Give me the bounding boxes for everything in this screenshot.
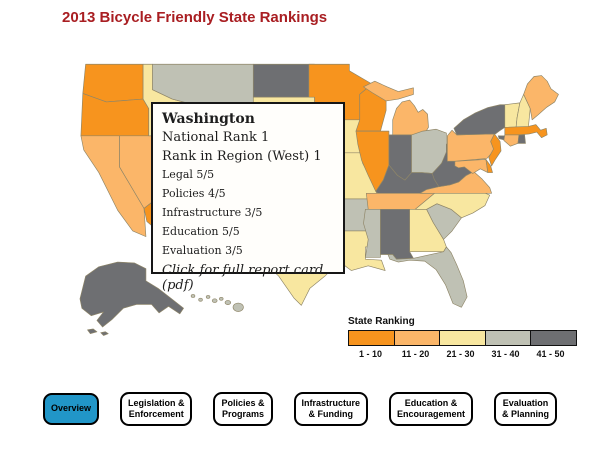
legend-label: 1 - 10 [358,349,382,359]
state-HI-island[interactable] [205,295,211,299]
state-ME[interactable] [523,75,559,121]
legend-swatch-11-20 [393,330,441,346]
state-info-tooltip: Washington National Rank 1 Rank in Regio… [151,102,345,293]
tooltip-score: Infrastructure 3/5 [162,206,263,219]
tooltip-score-list: Legal 5/5 Policies 4/5 Infrastructure 3/5 E… [162,168,335,257]
state-WA[interactable] [82,63,144,103]
legend-label: 11 - 20 [401,349,430,359]
legend-color-bar [348,330,577,346]
tooltip-region-rank: Rank in Region (West) 1 [162,149,322,164]
report-card-link[interactable]: Click for full report card (pdf) [162,263,324,293]
state-ND[interactable] [252,63,315,98]
page-title: 2013 Bicycle Friendly State Rankings [62,9,328,26]
state-DE[interactable] [485,159,493,173]
legend-swatch-21-30 [439,330,486,346]
nav-button-overview[interactable]: Overview [42,393,99,425]
state-HI-island[interactable] [219,296,224,301]
tooltip-score: Policies 4/5 [162,187,226,200]
legend-swatch-1-10 [348,330,395,346]
legend-label: 21 - 30 [446,349,475,359]
state-AK[interactable] [79,261,184,336]
legend-title: State Ranking [348,316,415,327]
nav-button-legislation[interactable]: Legislation & Enforcement [119,391,193,427]
nav-button-education[interactable]: Education & Encouragement [389,391,474,427]
legend-label: 31 - 40 [491,349,520,359]
state-HI-island[interactable] [224,300,232,305]
nav-button-infrastructure[interactable]: Infrastructure & Funding [293,391,369,427]
state-HI-island[interactable] [198,297,203,302]
nav-button-policies[interactable]: Policies & Programs [213,391,273,427]
state-NJ[interactable] [488,133,502,167]
state-HI-island[interactable] [232,302,244,312]
state-HI-island[interactable] [211,298,218,303]
state-CT[interactable] [503,134,520,147]
category-nav: Overview Legislation & Enforcement Policie… [0,389,600,429]
tooltip-score: Evaluation 3/5 [162,244,243,257]
tooltip-score: Legal 5/5 [162,168,215,181]
nav-button-evaluation[interactable]: Evaluation & Planning [494,391,558,427]
tooltip-state-name: Washington [162,111,255,127]
legend-label: 41 - 50 [536,349,565,359]
tooltip-national-rank: National Rank 1 [162,130,270,145]
state-RI[interactable] [517,134,526,144]
legend-swatch-31-40 [484,330,532,346]
tooltip-score: Education 5/5 [162,225,240,238]
legend-range-labels: 1 - 10 11 - 20 21 - 30 31 - 40 41 - 50 [348,349,573,359]
legend-swatch-41-50 [530,330,577,346]
state-HI-island[interactable] [190,294,196,298]
state-MI[interactable] [363,80,429,136]
state-AL[interactable] [380,208,414,260]
state-FL[interactable] [387,246,468,308]
state-HI[interactable] [190,294,244,312]
